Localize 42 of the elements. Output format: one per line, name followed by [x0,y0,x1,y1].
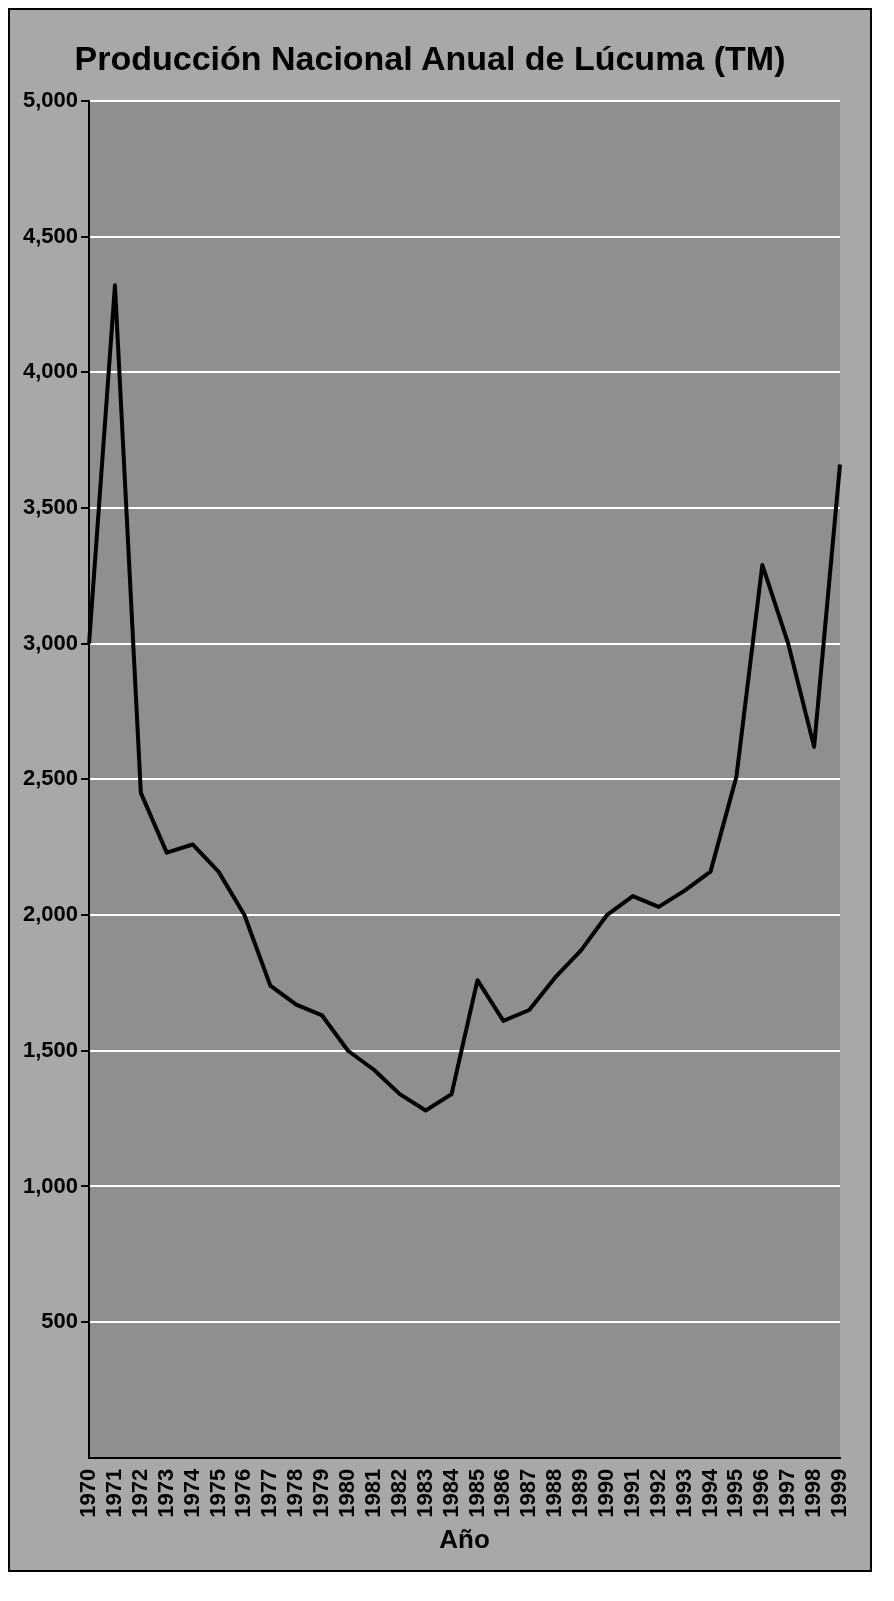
y-tick-label: 4,500 [22,222,79,248]
x-tick-label: 1986 [489,1468,515,1518]
x-tick-label: 1999 [826,1468,852,1518]
y-tick-label: 4,000 [22,358,79,384]
y-tick-label: 1,000 [22,1172,79,1198]
x-tick-label: 1997 [774,1468,800,1518]
x-tick-label: 1998 [800,1468,826,1518]
x-tick-label: 1990 [593,1468,619,1518]
x-tick-label: 1989 [567,1468,593,1518]
x-tick-label: 1981 [359,1468,385,1518]
y-tick-label: 2,000 [22,901,79,927]
x-tick-label: 1983 [411,1468,437,1518]
y-tick-label: 3,500 [22,493,79,519]
x-tick-label: 1988 [541,1468,567,1518]
x-tick-label: 1974 [178,1468,204,1518]
chart-title: Producción Nacional Anual de Lúcuma (TM) [74,38,786,77]
x-tick-label: 1972 [126,1468,152,1518]
x-tick-label: 1996 [748,1468,774,1518]
x-tick-label: 1977 [256,1468,282,1518]
x-tick-label: 1973 [152,1468,178,1518]
y-tick-label: 3,000 [22,629,79,655]
x-tick-label: 1978 [282,1468,308,1518]
x-tick-label: 1980 [334,1468,360,1518]
x-tick-label: 1970 [75,1468,101,1518]
y-tick-label: 1,500 [22,1036,79,1062]
x-tick-label: 1994 [696,1468,722,1518]
x-tick-label: 1979 [308,1468,334,1518]
y-tick-label: 2,500 [22,765,79,791]
x-axis-title: Año [439,1523,490,1554]
x-tick-label: 1995 [722,1468,748,1518]
y-tick-label: 500 [41,1308,79,1334]
x-tick-label: 1976 [230,1468,256,1518]
x-tick-label: 1992 [644,1468,670,1518]
x-tick-label: 1985 [463,1468,489,1518]
x-tick-label: 1991 [618,1468,644,1518]
x-tick-label: 1982 [385,1468,411,1518]
x-tick-label: 1993 [670,1468,696,1518]
x-tick-label: 1975 [204,1468,230,1518]
x-tick-label: 1971 [101,1468,127,1518]
x-tick-label: 1987 [515,1468,541,1518]
x-tick-label: 1984 [437,1468,463,1518]
y-tick-label: 5,000 [22,86,79,112]
